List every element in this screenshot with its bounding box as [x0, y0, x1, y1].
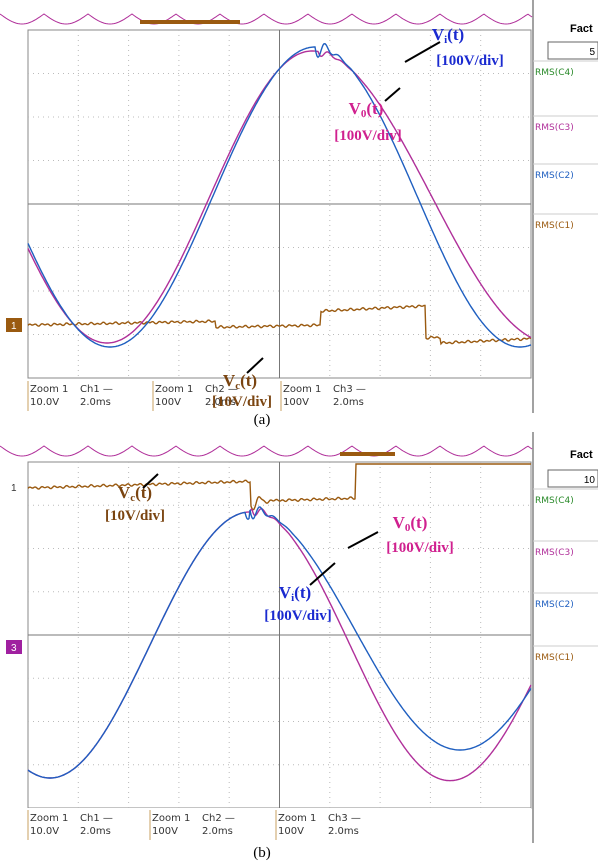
leader-line	[405, 42, 440, 62]
factor-value: 10	[584, 475, 596, 486]
rms-label: RMS(C4)	[535, 496, 574, 506]
factor-label: Fact	[570, 449, 593, 461]
signal-symbol: V	[432, 25, 445, 44]
readout-scale: 100V	[283, 397, 309, 408]
readout-zoom: Zoom 1	[278, 813, 316, 824]
readout-scale: 100V	[278, 826, 304, 837]
figure: 1 Fact 5 RMS(C4) RMS(C3) RMS(C2) RMS(C1) Zoom 1…	[0, 0, 598, 868]
signal-label: Vi(t)	[432, 25, 464, 46]
readout-zoom: Zoom 1	[155, 384, 193, 395]
readout-scale: 10.0V	[30, 826, 59, 837]
signal-argument: (t)	[447, 25, 464, 44]
readout-time: 2.0ms	[333, 397, 364, 408]
readout-time: 2.0ms	[80, 397, 111, 408]
readout-time: 2.0ms	[80, 826, 111, 837]
signal-label: V0(t)	[349, 99, 384, 120]
channel-marker-label: 3	[11, 643, 17, 654]
signal-argument: (t)	[366, 99, 383, 118]
signal-symbol: V	[393, 513, 406, 532]
leader-line	[385, 88, 400, 101]
readout-zoom: Zoom 1	[30, 384, 68, 395]
rms-label: RMS(C1)	[535, 653, 574, 663]
rms-label: RMS(C2)	[535, 171, 574, 181]
signal-argument: (t)	[294, 583, 311, 602]
signal-label: V0(t)	[393, 513, 428, 534]
zoom-bar	[140, 20, 240, 24]
zoom-bar	[340, 452, 395, 456]
scope-panel: 1 3 Fact 10 RMS(C4) RMS(C3) RMS(C2) RMS(C1) Zoom…	[0, 432, 598, 861]
signal-symbol: V	[118, 483, 131, 502]
signal-scale: [100V/div]	[264, 608, 332, 624]
leader-line	[310, 563, 335, 585]
rms-label: RMS(C3)	[535, 548, 574, 558]
scope-panel: 1 Fact 5 RMS(C4) RMS(C3) RMS(C2) RMS(C1) Zoom 1…	[0, 0, 598, 428]
caption: (b)	[253, 845, 271, 861]
readout-scale: 100V	[155, 397, 181, 408]
signal-symbol: V	[279, 583, 292, 602]
readout-zoom: Zoom 1	[152, 813, 190, 824]
readout-channel: Ch2 —	[202, 813, 235, 824]
rms-label: RMS(C3)	[535, 123, 574, 133]
signal-scale: [10V/div]	[105, 508, 165, 524]
factor-value: 5	[589, 47, 595, 58]
signal-argument: (t)	[240, 371, 257, 390]
signal-argument: (t)	[135, 483, 152, 502]
leader-line	[348, 532, 378, 548]
readout-zoom: Zoom 1	[30, 813, 68, 824]
signal-symbol: V	[223, 371, 236, 390]
signal-label: Vc(t)	[118, 483, 152, 504]
signal-scale: [100V/div]	[386, 540, 454, 556]
readout-time: 2.0ms	[328, 826, 359, 837]
readout-scale: 100V	[152, 826, 178, 837]
caption: (a)	[254, 412, 271, 428]
signal-symbol: V	[349, 99, 362, 118]
signal-scale: [100V/div]	[436, 53, 504, 69]
rms-label: RMS(C4)	[535, 68, 574, 78]
channel-marker-label: 1	[11, 321, 17, 332]
strip	[0, 0, 533, 28]
rms-label: RMS(C1)	[535, 221, 574, 231]
readout-channel: Ch1 —	[80, 813, 113, 824]
signal-label: Vi(t)	[279, 583, 311, 604]
channel-marker-label: 1	[11, 483, 17, 494]
readout-scale: 10.0V	[30, 397, 59, 408]
signal-scale: [10V/div]	[212, 394, 272, 410]
rms-label: RMS(C2)	[535, 600, 574, 610]
signal-label: Vc(t)	[223, 371, 257, 392]
strip	[0, 432, 533, 460]
factor-label: Fact	[570, 23, 593, 35]
readout-channel: Ch3 —	[333, 384, 366, 395]
signal-argument: (t)	[410, 513, 427, 532]
signal-scale: [100V/div]	[334, 128, 402, 144]
readout-zoom: Zoom 1	[283, 384, 321, 395]
readout-channel: Ch3 —	[328, 813, 361, 824]
readout-channel: Ch1 —	[80, 384, 113, 395]
readout-time: 2.0ms	[202, 826, 233, 837]
